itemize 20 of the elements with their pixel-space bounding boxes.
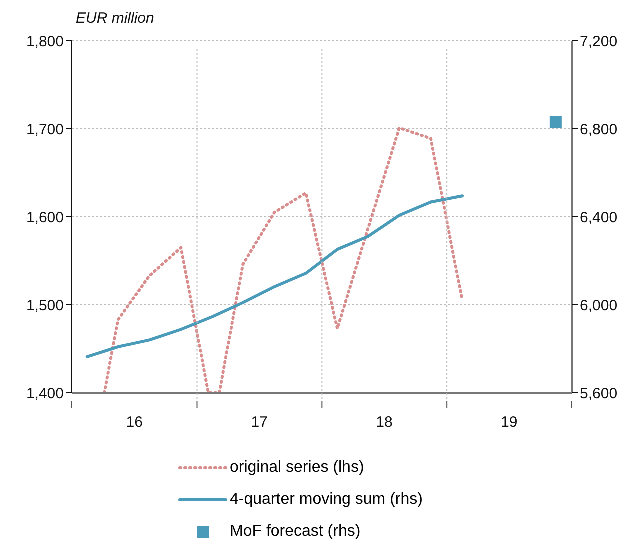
y2-tick-label: 6,000: [580, 297, 618, 314]
y2-tick-label: 6,800: [580, 121, 618, 138]
x-tick-label: 19: [501, 414, 518, 431]
x-tick-label: 18: [376, 414, 393, 431]
y-tick-label: 1,700: [26, 121, 64, 138]
legend-label: MoF forecast (rhs): [230, 523, 361, 541]
line-series: [86, 194, 464, 358]
x-tick-label: 16: [126, 414, 143, 431]
y-axis-title: EUR million: [76, 10, 154, 27]
line-series: [103, 126, 464, 393]
y-tick-label: 1,600: [26, 209, 64, 226]
y-tick-label: 1,400: [26, 385, 64, 402]
y-tick-label: 1,800: [26, 33, 64, 50]
legend-label: 4-quarter moving sum (rhs): [230, 491, 423, 509]
y2-tick-label: 5,600: [580, 385, 618, 402]
y-tick-label: 1,500: [26, 297, 64, 314]
y2-tick-label: 7,200: [580, 33, 618, 50]
legend-label: original series (lhs): [230, 459, 364, 477]
y2-tick-label: 6,400: [580, 209, 618, 226]
x-tick-label: 17: [251, 414, 268, 431]
